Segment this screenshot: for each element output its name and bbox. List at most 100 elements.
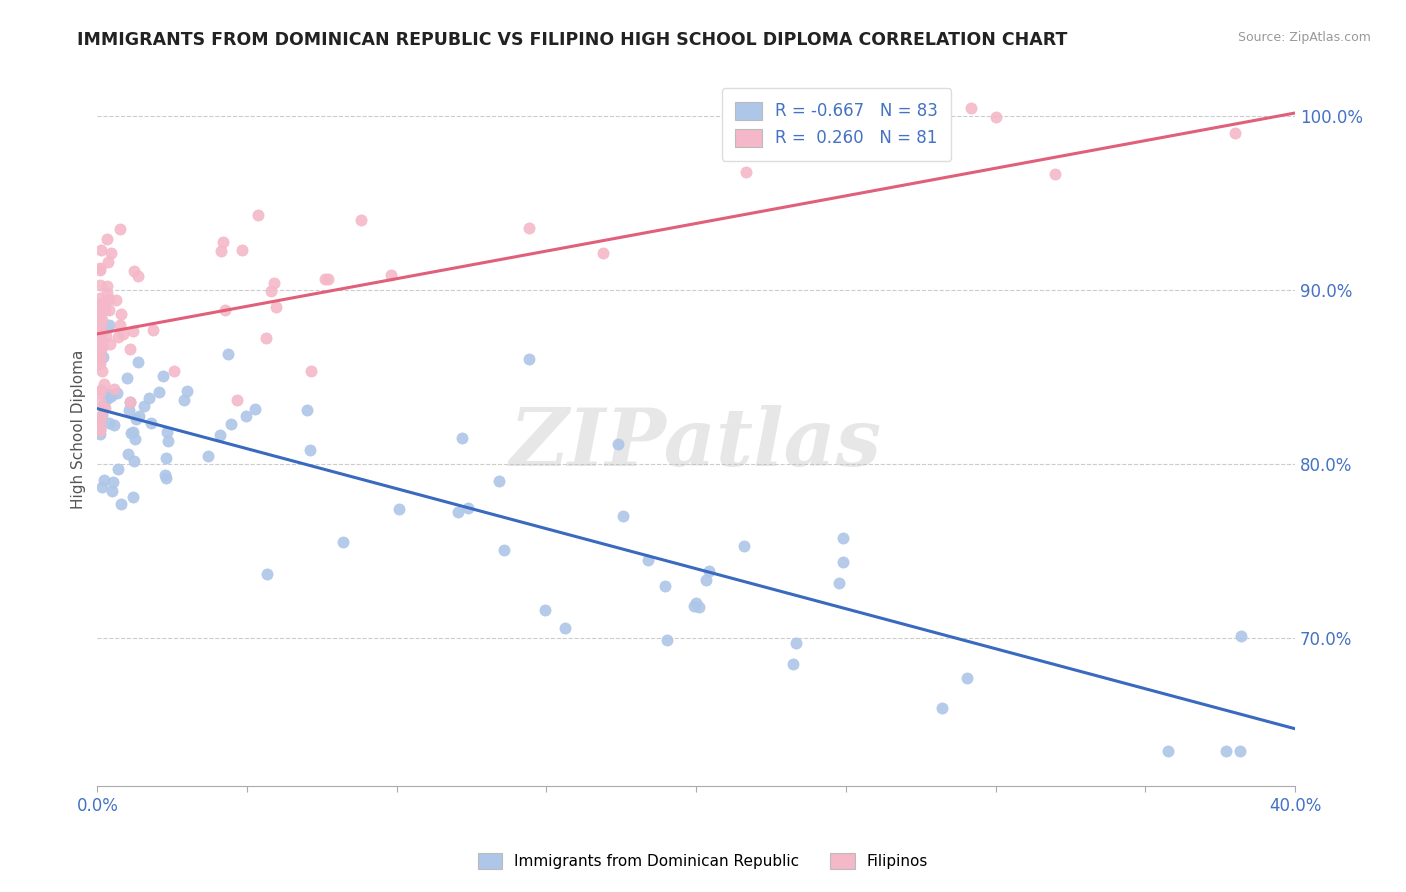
Point [612,509,634,524]
Point [89,426,111,441]
Point [103,382,125,396]
Point [219,417,242,432]
Point [685,596,707,610]
Point [89,318,111,333]
Point [457,501,479,516]
Point [254,331,277,345]
Point [295,402,318,417]
Point [517,220,540,235]
Point [89,260,111,275]
Point [127,355,149,369]
Point [91,297,114,311]
Point [231,244,253,258]
Point [98,387,121,401]
Point [89,351,111,365]
Point [256,566,278,581]
Point [122,425,145,439]
Point [90,383,112,397]
Point [89,357,111,371]
Point [832,531,855,545]
Point [1215,744,1237,758]
Point [89,323,111,337]
Point [94,293,117,308]
Point [127,269,149,284]
Point [105,386,128,401]
Point [90,334,112,348]
Point [388,502,411,516]
Point [90,326,112,341]
Point [517,352,540,367]
Point [101,475,124,489]
Point [93,473,115,487]
Point [90,304,112,318]
Point [152,369,174,384]
Point [89,394,111,409]
Point [97,303,120,318]
Point [142,323,165,337]
Point [931,701,953,715]
Point [108,222,131,236]
Point [90,364,112,378]
Point [110,497,132,511]
Point [98,337,121,351]
Point [451,431,474,445]
Point [533,603,555,617]
Point [120,425,142,440]
Point [212,235,235,250]
Point [209,244,232,258]
Point [260,284,283,298]
Point [118,403,141,417]
Point [592,245,614,260]
Point [1157,744,1180,758]
Point [89,385,111,400]
Point [264,300,287,314]
Point [827,576,849,591]
Point [173,392,195,407]
Point [153,467,176,482]
Point [148,385,170,400]
Point [1223,126,1246,140]
Point [157,434,180,449]
Point [89,415,111,429]
Point [89,296,111,310]
Point [217,347,239,361]
Point [100,484,122,499]
Point [695,574,717,588]
Point [90,409,112,423]
Point [93,401,115,416]
Point [89,344,111,359]
Point [243,402,266,417]
Point [97,255,120,269]
Point [785,636,807,650]
Point [683,599,706,614]
Point [956,672,979,686]
Point [89,423,111,437]
Point [832,555,855,569]
Point [100,389,122,403]
Point [299,442,322,457]
Point [155,425,177,439]
Point [314,272,336,286]
Point [141,416,163,430]
Point [380,268,402,282]
Point [163,364,186,378]
Point [299,364,322,378]
Point [735,164,758,178]
Point [554,621,576,635]
Point [91,313,114,327]
Point [89,343,111,358]
Point [122,264,145,278]
Point [1229,744,1251,758]
Point [100,246,122,260]
Point [208,428,231,442]
Point [733,539,755,553]
Point [97,318,120,333]
Point [90,244,112,258]
Point [89,354,111,368]
Point [654,579,676,593]
Point [90,333,112,347]
Point [89,320,111,334]
Point [107,329,129,343]
Point [98,416,121,430]
Point [697,564,720,578]
